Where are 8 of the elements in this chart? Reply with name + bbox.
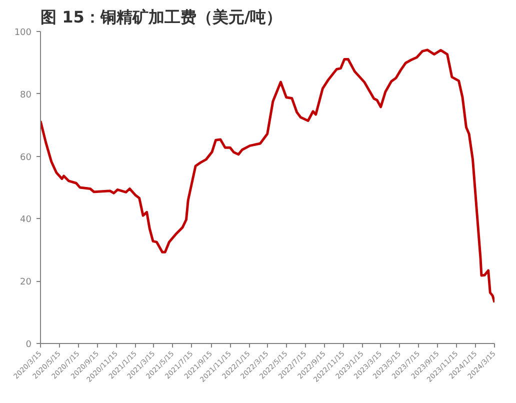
y-tick-label: 0 [26,340,32,350]
y-tick-label: 60 [20,152,32,163]
y-tick-label: 80 [20,90,32,100]
y-tick-label: 20 [20,278,32,288]
y-tick-label: 40 [20,215,32,226]
chart-title: 图 15：铜精矿加工费（美元/吨） [40,8,282,26]
line-series [40,48,494,304]
y-tick-label: 100 [14,28,32,38]
